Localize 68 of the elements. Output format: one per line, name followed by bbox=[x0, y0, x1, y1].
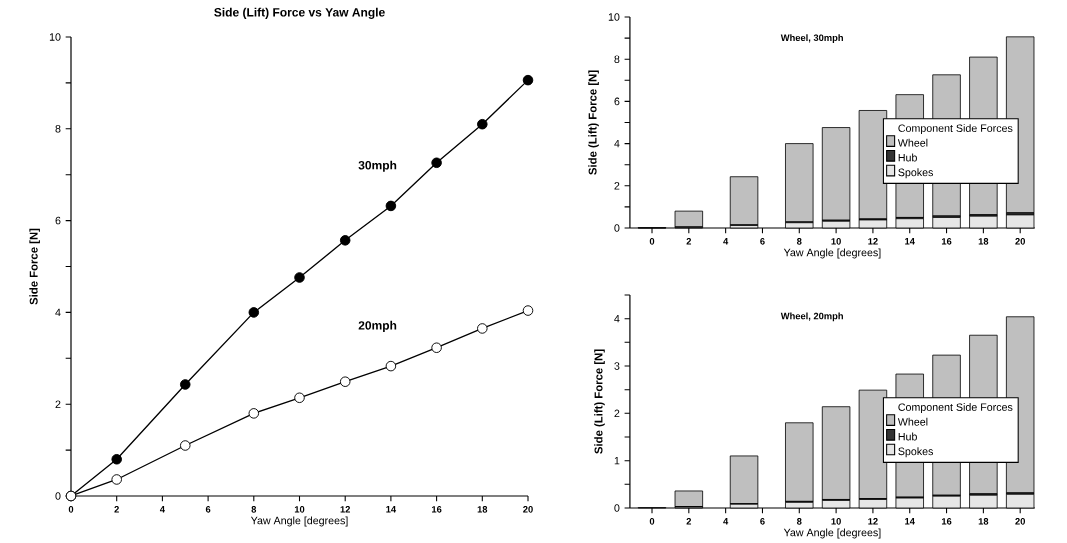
x-axis-title: Yaw Angle [degrees] bbox=[783, 248, 881, 259]
x-tick-label: 2 bbox=[686, 238, 692, 245]
x-tick-label: 2 bbox=[114, 506, 119, 513]
y-tick-label: 2 bbox=[614, 409, 620, 418]
x-tick-label: 6 bbox=[760, 518, 765, 525]
x-tick-label: 10 bbox=[831, 238, 841, 245]
y-tick-label: 3 bbox=[614, 362, 620, 370]
x-tick-label: 14 bbox=[905, 518, 915, 525]
text: Wheel, 30mph bbox=[780, 34, 843, 43]
x-tick-label: 10 bbox=[831, 518, 841, 525]
y-axis-title: Side (Lift) Force [N] bbox=[588, 70, 599, 175]
legend-label: Spokes bbox=[898, 168, 934, 179]
y-tick-label: 10 bbox=[608, 13, 620, 21]
x-tick-label: 18 bbox=[477, 506, 488, 513]
x-tick-label: 20 bbox=[1015, 238, 1025, 245]
x-tick-label: 8 bbox=[796, 238, 802, 245]
x-tick-label: 0 bbox=[68, 506, 74, 513]
text: 20mph bbox=[358, 320, 397, 333]
chart-title: Side (Lift) Force vs Yaw Angle bbox=[214, 7, 385, 19]
x-tick-label: 16 bbox=[941, 238, 952, 245]
y-tick-label: 8 bbox=[614, 55, 620, 63]
y-tick-label: 4 bbox=[614, 315, 620, 323]
x-tick-label: 14 bbox=[905, 238, 915, 245]
legend-title: Component Side Forces bbox=[898, 403, 1013, 414]
y-tick-label: 4 bbox=[55, 308, 61, 317]
x-tick-label: 10 bbox=[294, 506, 305, 513]
x-tick-label: 12 bbox=[340, 506, 351, 513]
legend-title: Component Side Forces bbox=[898, 124, 1013, 135]
y-tick-label: 8 bbox=[55, 125, 61, 133]
legend-label: Hub bbox=[898, 153, 917, 162]
legend-label: Wheel bbox=[897, 138, 928, 147]
x-tick-label: 12 bbox=[868, 518, 878, 525]
x-tick-label: 6 bbox=[760, 238, 765, 245]
y-tick-label: 0 bbox=[614, 224, 620, 232]
x-tick-label: 12 bbox=[868, 238, 878, 245]
y-tick-label: 4 bbox=[614, 139, 620, 148]
x-tick-label: 4 bbox=[159, 506, 165, 513]
x-tick-label: 4 bbox=[723, 518, 729, 525]
x-tick-label: 20 bbox=[1015, 518, 1025, 525]
x-tick-label: 6 bbox=[205, 506, 211, 513]
y-tick-label: 6 bbox=[55, 216, 61, 225]
series-label: 30mph bbox=[358, 160, 397, 172]
text: Wheel, 20mph bbox=[780, 312, 843, 322]
x-tick-label: 2 bbox=[686, 518, 692, 525]
x-tick-label: 16 bbox=[432, 506, 442, 513]
y-tick-label: 1 bbox=[614, 456, 620, 465]
x-tick-label: 8 bbox=[796, 518, 802, 525]
y-tick-label: 2 bbox=[55, 400, 61, 408]
x-tick-label: 4 bbox=[723, 238, 729, 245]
x-tick-label: 18 bbox=[978, 518, 989, 525]
x-tick-label: 0 bbox=[649, 238, 655, 245]
x-tick-label: 20 bbox=[523, 506, 533, 513]
legend-label: Wheel bbox=[897, 417, 928, 426]
x-tick-label: 8 bbox=[251, 506, 257, 513]
x-tick-label: 16 bbox=[941, 518, 952, 525]
x-axis-title: Yaw Angle [degrees] bbox=[783, 528, 881, 539]
y-axis-title: Side (Lift) Force [N] bbox=[594, 349, 605, 454]
y-tick-label: 10 bbox=[49, 33, 61, 41]
x-tick-label: 18 bbox=[978, 238, 989, 245]
legend-label: Spokes bbox=[898, 447, 934, 458]
x-tick-label: 14 bbox=[386, 506, 397, 513]
y-axis-title: Side Force [N] bbox=[29, 228, 40, 305]
legend-label: Hub bbox=[898, 432, 917, 441]
y-tick-label: 6 bbox=[614, 97, 620, 106]
y-tick-label: 0 bbox=[55, 492, 61, 500]
x-tick-label: 0 bbox=[649, 518, 655, 525]
x-axis-title: Yaw Angle [degrees] bbox=[250, 516, 348, 527]
y-tick-label: 2 bbox=[614, 182, 620, 190]
